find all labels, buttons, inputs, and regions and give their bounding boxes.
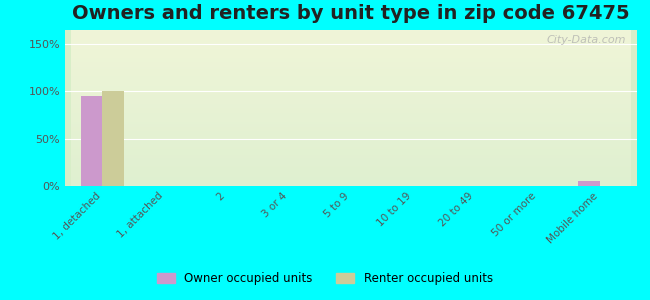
Bar xyxy=(578,181,600,186)
Bar xyxy=(81,96,102,186)
Title: Owners and renters by unit type in zip code 67475: Owners and renters by unit type in zip c… xyxy=(72,4,630,23)
Bar xyxy=(102,92,124,186)
Legend: Owner occupied units, Renter occupied units: Owner occupied units, Renter occupied un… xyxy=(151,266,499,291)
Text: City-Data.com: City-Data.com xyxy=(546,35,625,45)
